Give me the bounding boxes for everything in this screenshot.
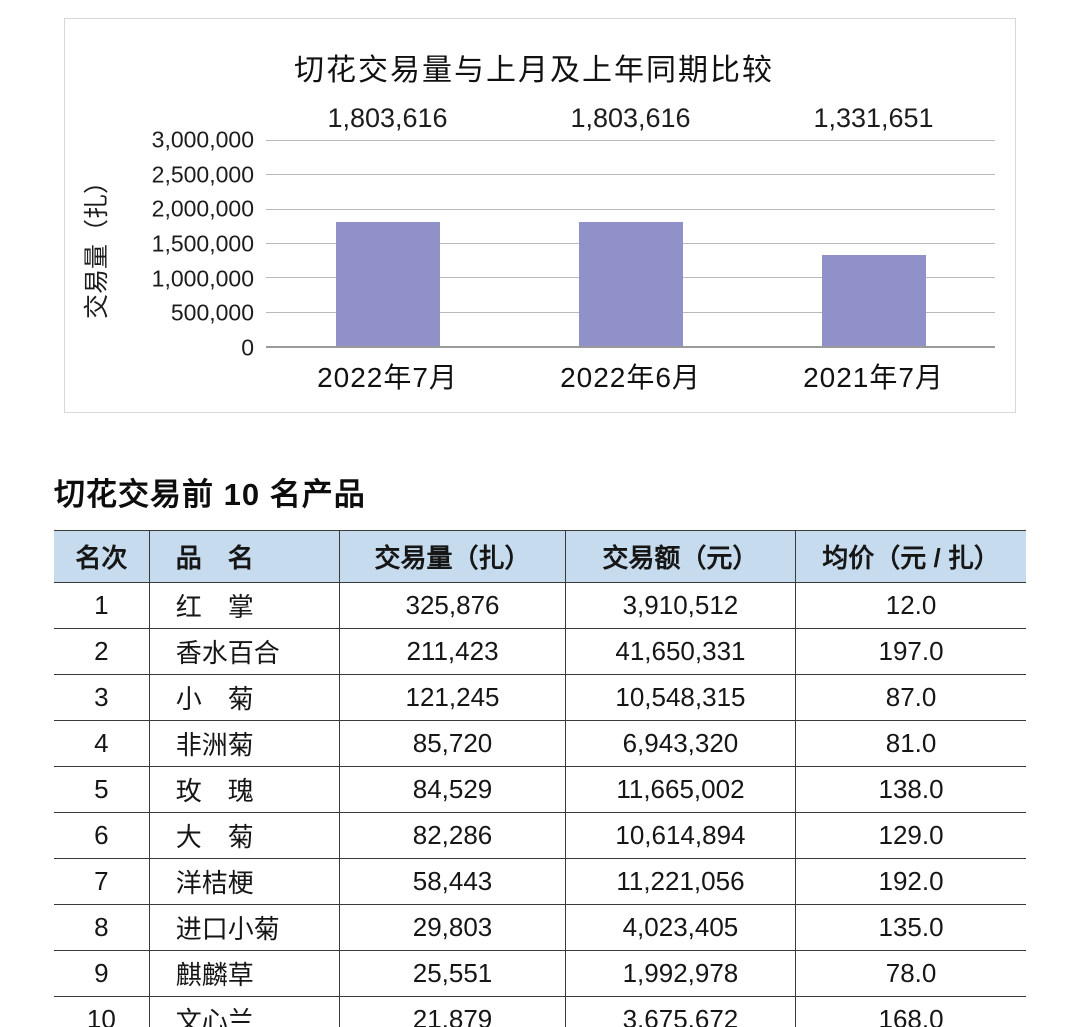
cell-amount: 41,650,331 — [564, 628, 796, 675]
cell-amount: 1,992,978 — [564, 950, 796, 997]
gridline — [266, 174, 995, 176]
cell-product-name: 小 菊 — [148, 674, 340, 721]
cell-volume: 85,720 — [339, 720, 566, 767]
cell-rank: 10 — [54, 996, 150, 1027]
y-tick: 3,000,000 — [151, 126, 254, 153]
table-row: 2 香水百合 211,423 41,650,331 197.0 — [54, 628, 1026, 675]
bar-2022-07 — [335, 222, 440, 346]
cell-rank: 5 — [54, 766, 150, 813]
cell-product-name: 进口小菊 — [148, 904, 340, 951]
cell-avg-price: 138.0 — [795, 766, 1026, 813]
y-tick: 2,500,000 — [151, 161, 254, 188]
cell-avg-price: 129.0 — [795, 812, 1026, 859]
cell-volume: 58,443 — [339, 858, 566, 905]
table-row: 10 文心兰 21,879 3,675,672 168.0 — [54, 996, 1026, 1027]
plot-area — [266, 140, 995, 348]
cell-volume: 211,423 — [339, 628, 566, 675]
x-axis-labels: 2022年7月 2022年6月 2021年7月 — [266, 356, 995, 396]
cell-avg-price: 12.0 — [795, 582, 1026, 629]
cell-volume: 29,803 — [339, 904, 566, 951]
bar-value-label-3: 1,331,651 — [813, 103, 934, 133]
table-row: 7 洋桔梗 58,443 11,221,056 192.0 — [54, 858, 1026, 905]
chart-body: 交易量（扎） 3,000,000 2,500,000 2,000,000 1,5… — [73, 127, 995, 361]
x-label-2: 2022年6月 — [560, 362, 701, 393]
cell-product-name: 大 菊 — [148, 812, 340, 859]
cell-avg-price: 135.0 — [795, 904, 1026, 951]
y-tick: 500,000 — [170, 299, 254, 326]
table-row: 8 进口小菊 29,803 4,023,405 135.0 — [54, 904, 1026, 951]
cell-amount: 4,023,405 — [564, 904, 796, 951]
gridline — [266, 208, 995, 210]
cell-product-name: 文心兰 — [148, 996, 340, 1027]
header-volume: 交易量（扎） — [339, 530, 566, 583]
header-rank: 名次 — [54, 530, 150, 583]
cell-volume: 25,551 — [339, 950, 566, 997]
table-header-row: 名次 品 名 交易量（扎） 交易额（元） 均价（元 / 扎） — [54, 530, 1026, 583]
header-price: 均价（元 / 扎） — [795, 530, 1026, 583]
table-row: 9 麒麟草 25,551 1,992,978 78.0 — [54, 950, 1026, 997]
cell-volume: 82,286 — [339, 812, 566, 859]
cell-rank: 2 — [54, 628, 150, 675]
cell-volume: 121,245 — [339, 674, 566, 721]
header-amount: 交易额（元） — [564, 530, 796, 583]
cell-product-name: 洋桔梗 — [148, 858, 340, 905]
y-tick: 1,500,000 — [151, 230, 254, 257]
cell-avg-price: 81.0 — [795, 720, 1026, 767]
cell-product-name: 玫 瑰 — [148, 766, 340, 813]
bar-value-labels: 1,803,616 1,803,616 1,331,651 — [266, 103, 995, 134]
cell-amount: 3,675,672 — [564, 996, 796, 1027]
cell-avg-price: 78.0 — [795, 950, 1026, 997]
bar-value-label-2: 1,803,616 — [570, 103, 691, 133]
cell-product-name: 香水百合 — [148, 628, 340, 675]
cell-volume: 21,879 — [339, 996, 566, 1027]
y-tick: 0 — [241, 334, 254, 361]
cell-rank: 3 — [54, 674, 150, 721]
cell-amount: 11,221,056 — [564, 858, 796, 905]
chart-card: 切花交易量与上月及上年同期比较 1,803,616 1,803,616 1,33… — [64, 18, 1016, 413]
cell-rank: 1 — [54, 582, 150, 629]
cell-amount: 10,614,894 — [564, 812, 796, 859]
y-axis-ticks: 3,000,000 2,500,000 2,000,000 1,500,000 … — [116, 127, 266, 361]
table-section: 切花交易前 10 名产品 名次 品 名 交易量（扎） 交易额（元） 均价（元 /… — [54, 469, 1026, 1027]
cell-amount: 10,548,315 — [564, 674, 796, 721]
gridline — [266, 140, 995, 141]
chart-title: 切花交易量与上月及上年同期比较 — [294, 54, 774, 87]
cell-rank: 4 — [54, 720, 150, 767]
table-title: 切花交易前 10 名产品 — [54, 477, 366, 512]
table-row: 3 小 菊 121,245 10,548,315 87.0 — [54, 674, 1026, 721]
cell-rank: 7 — [54, 858, 150, 905]
y-tick: 2,000,000 — [151, 195, 254, 222]
cell-avg-price: 87.0 — [795, 674, 1026, 721]
cell-amount: 3,910,512 — [564, 582, 796, 629]
cell-rank: 6 — [54, 812, 150, 859]
cell-rank: 9 — [54, 950, 150, 997]
cell-avg-price: 192.0 — [795, 858, 1026, 905]
x-label-3: 2021年7月 — [803, 362, 944, 393]
bar-value-label-1: 1,803,616 — [327, 103, 448, 133]
cell-product-name: 麒麟草 — [148, 950, 340, 997]
cell-avg-price: 197.0 — [795, 628, 1026, 675]
y-axis-title: 交易量（扎） — [82, 168, 111, 320]
table-row: 1 红 掌 325,876 3,910,512 12.0 — [54, 582, 1026, 629]
cell-volume: 84,529 — [339, 766, 566, 813]
products-table: 名次 品 名 交易量（扎） 交易额（元） 均价（元 / 扎） 1 红 掌 325… — [54, 530, 1026, 1027]
cell-rank: 8 — [54, 904, 150, 951]
table-row: 5 玫 瑰 84,529 11,665,002 138.0 — [54, 766, 1026, 813]
y-tick: 1,000,000 — [151, 265, 254, 292]
bar-2022-06 — [578, 222, 683, 346]
cell-amount: 6,943,320 — [564, 720, 796, 767]
cell-avg-price: 168.0 — [795, 996, 1026, 1027]
x-label-1: 2022年7月 — [317, 362, 458, 393]
cell-product-name: 红 掌 — [148, 582, 340, 629]
cell-amount: 11,665,002 — [564, 766, 796, 813]
cell-product-name: 非洲菊 — [148, 720, 340, 767]
table-row: 6 大 菊 82,286 10,614,894 129.0 — [54, 812, 1026, 859]
header-product: 品 名 — [148, 530, 340, 583]
bar-2021-07 — [821, 254, 926, 346]
cell-volume: 325,876 — [339, 582, 566, 629]
table-row: 4 非洲菊 85,720 6,943,320 81.0 — [54, 720, 1026, 767]
